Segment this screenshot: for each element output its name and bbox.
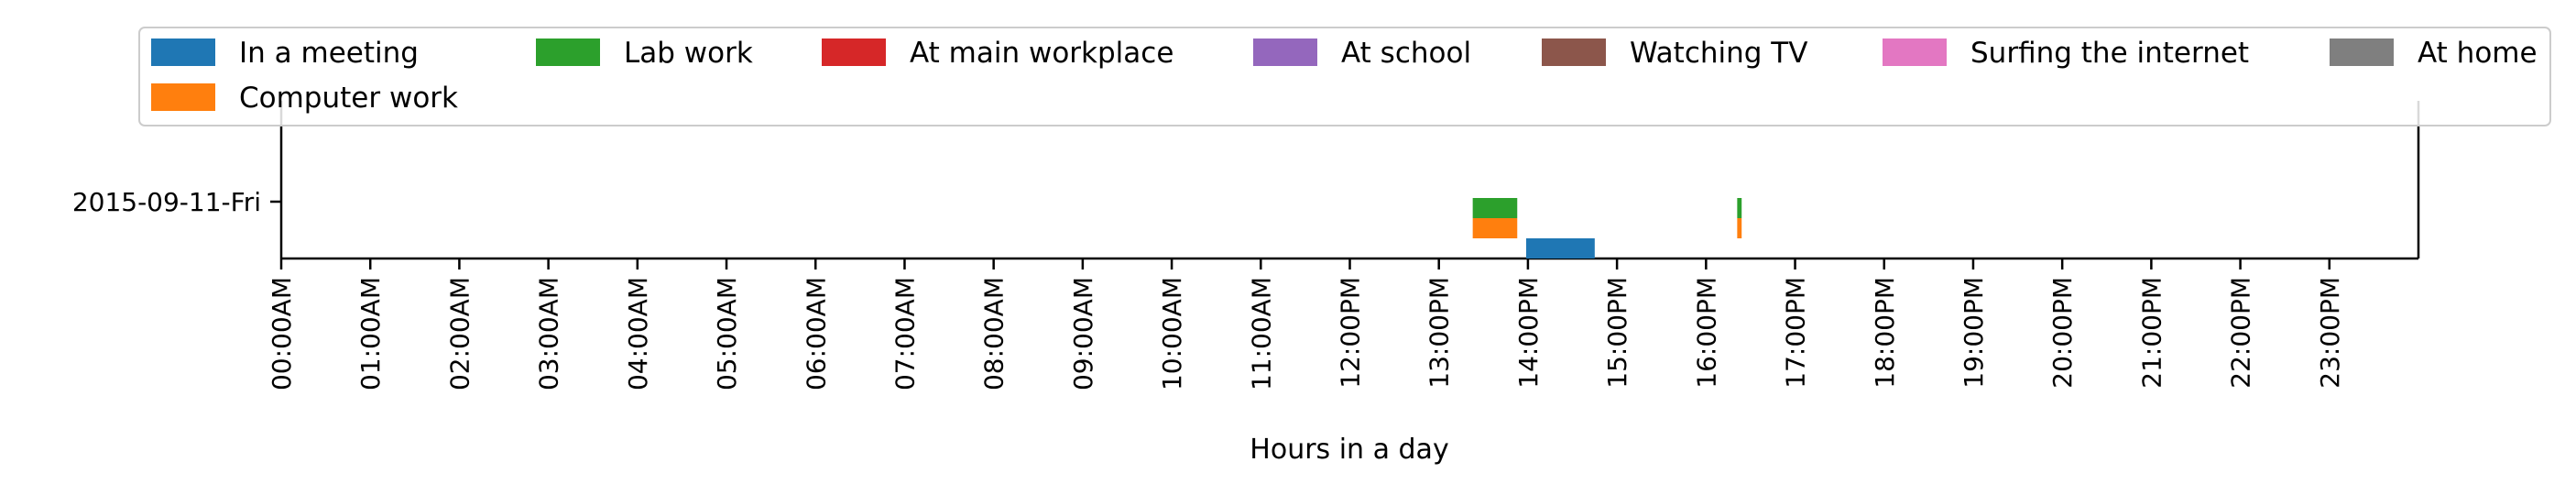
legend-swatch	[151, 38, 215, 66]
legend-frame	[138, 27, 2551, 126]
x-tick-label: 08:00AM	[979, 277, 1010, 390]
legend-label: At school	[1341, 37, 1471, 70]
y-axis-ticks: 2015-09-11-Fri	[72, 187, 281, 217]
legend-swatch	[536, 38, 600, 66]
bar-in-a-meeting	[1525, 238, 1595, 258]
legend-swatch	[822, 38, 886, 66]
bar-computer-work	[1472, 218, 1518, 238]
x-tick-label: 17:00PM	[1781, 277, 1811, 389]
legend-label: In a meeting	[239, 37, 419, 70]
x-tick-label: 09:00AM	[1068, 277, 1098, 390]
x-tick-label: 20:00PM	[2047, 277, 2078, 389]
legend-label: At home	[2418, 37, 2538, 70]
x-tick-label: 01:00AM	[355, 277, 386, 390]
x-tick-label: 11:00AM	[1246, 277, 1276, 390]
bar-lab-work	[1737, 198, 1742, 218]
x-tick-label: 21:00PM	[2136, 277, 2167, 389]
legend-label: Surfing the internet	[1970, 37, 2249, 70]
legend-label: At main workplace	[910, 37, 1173, 70]
x-tick-label: 23:00PM	[2315, 277, 2345, 389]
x-tick-label: 22:00PM	[2226, 277, 2256, 389]
legend-swatch	[151, 83, 215, 111]
legend-swatch	[1883, 38, 1947, 66]
bar-computer-work	[1737, 218, 1742, 238]
x-tick-label: 06:00AM	[801, 277, 831, 390]
x-tick-label: 12:00PM	[1336, 277, 1366, 389]
legend-label: Computer work	[239, 82, 458, 115]
legend-swatch	[1542, 38, 1606, 66]
y-tick-label: 2015-09-11-Fri	[72, 187, 261, 217]
legend-label: Lab work	[624, 37, 753, 70]
x-tick-label: 04:00AM	[623, 277, 653, 390]
x-axis-label: Hours in a day	[1250, 434, 1448, 466]
legend-label: Watching TV	[1630, 37, 1807, 70]
x-tick-label: 02:00AM	[444, 277, 475, 390]
x-tick-label: 16:00PM	[1691, 277, 1721, 389]
x-tick-label: 03:00AM	[534, 277, 564, 390]
x-tick-label: 10:00AM	[1157, 277, 1187, 390]
x-axis-ticks: 00:00AM 01:00AM 02:00AM 03:00AM 04:00AM 05:00…	[267, 258, 2345, 390]
x-tick-label: 07:00AM	[890, 277, 920, 390]
x-tick-label: 14:00PM	[1513, 277, 1544, 389]
x-tick-label: 19:00PM	[1959, 277, 1989, 389]
x-tick-label: 18:00PM	[1870, 277, 1900, 389]
legend: In a meeting Computer work Lab work At main…	[138, 27, 2551, 126]
x-tick-label: 00:00AM	[267, 277, 297, 390]
legend-swatch	[2330, 38, 2394, 66]
legend-swatch	[1253, 38, 1317, 66]
x-tick-label: 13:00PM	[1424, 277, 1455, 389]
x-tick-label: 15:00PM	[1602, 277, 1632, 389]
bar-lab-work	[1472, 198, 1518, 218]
plot-bars	[1472, 198, 1742, 258]
x-tick-label: 05:00AM	[712, 277, 742, 390]
